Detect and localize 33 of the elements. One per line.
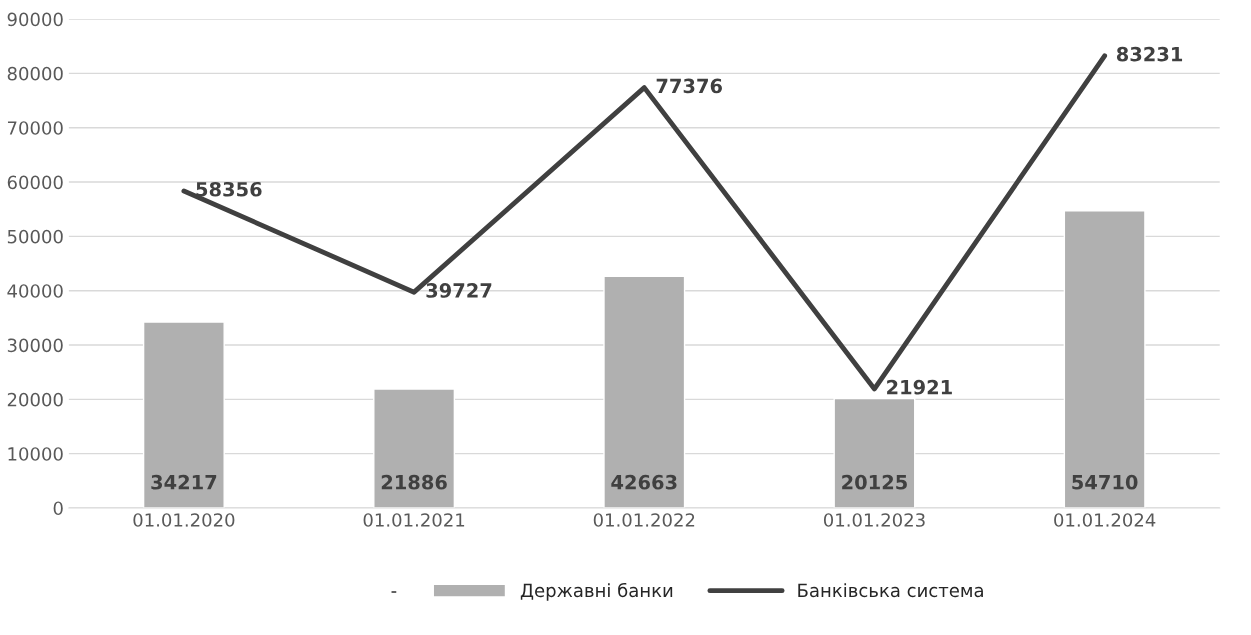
bar: [142, 321, 225, 508]
y-tick-label: 40000: [7, 284, 63, 298]
data-label: 83231: [1116, 46, 1183, 62]
bar: [1063, 210, 1146, 508]
data-label: 34217: [151, 474, 217, 490]
bar: [603, 275, 686, 508]
data-label: 77376: [656, 78, 722, 94]
data-label: 54710: [1072, 474, 1138, 490]
legend-label: Державні банки: [520, 582, 673, 601]
x-tick-label: 01.01.2022: [593, 513, 695, 527]
data-label: 42663: [611, 474, 677, 490]
y-tick-label: 20000: [7, 392, 63, 407]
y-tick-label: 80000: [7, 66, 63, 81]
y-tick-label: 50000: [7, 229, 63, 244]
y-tick-label: 70000: [7, 121, 63, 135]
x-tick-label: 01.01.2021: [363, 513, 465, 527]
y-tick-label: 10000: [8, 447, 63, 461]
x-tick-label: 01.01.2020: [133, 513, 235, 527]
x-tick-label: 01.01.2024: [1054, 513, 1156, 527]
data-label: 58356: [196, 181, 262, 197]
bar: [833, 397, 916, 508]
x-tick-label: 01.01.2023: [823, 513, 925, 527]
y-tick-label: 0: [53, 501, 63, 516]
data-label: 20125: [842, 474, 907, 490]
text: -: [391, 591, 397, 593]
data-label: 21886: [381, 474, 447, 490]
y-tick-label: 90000: [7, 12, 63, 27]
y-tick-label: 60000: [7, 175, 63, 190]
y-tick-label: 30000: [7, 338, 63, 353]
data-label: 39727: [426, 283, 492, 298]
bar: [373, 388, 456, 508]
legend-label: Банківська система: [798, 583, 983, 598]
data-label: 21921: [887, 379, 952, 395]
